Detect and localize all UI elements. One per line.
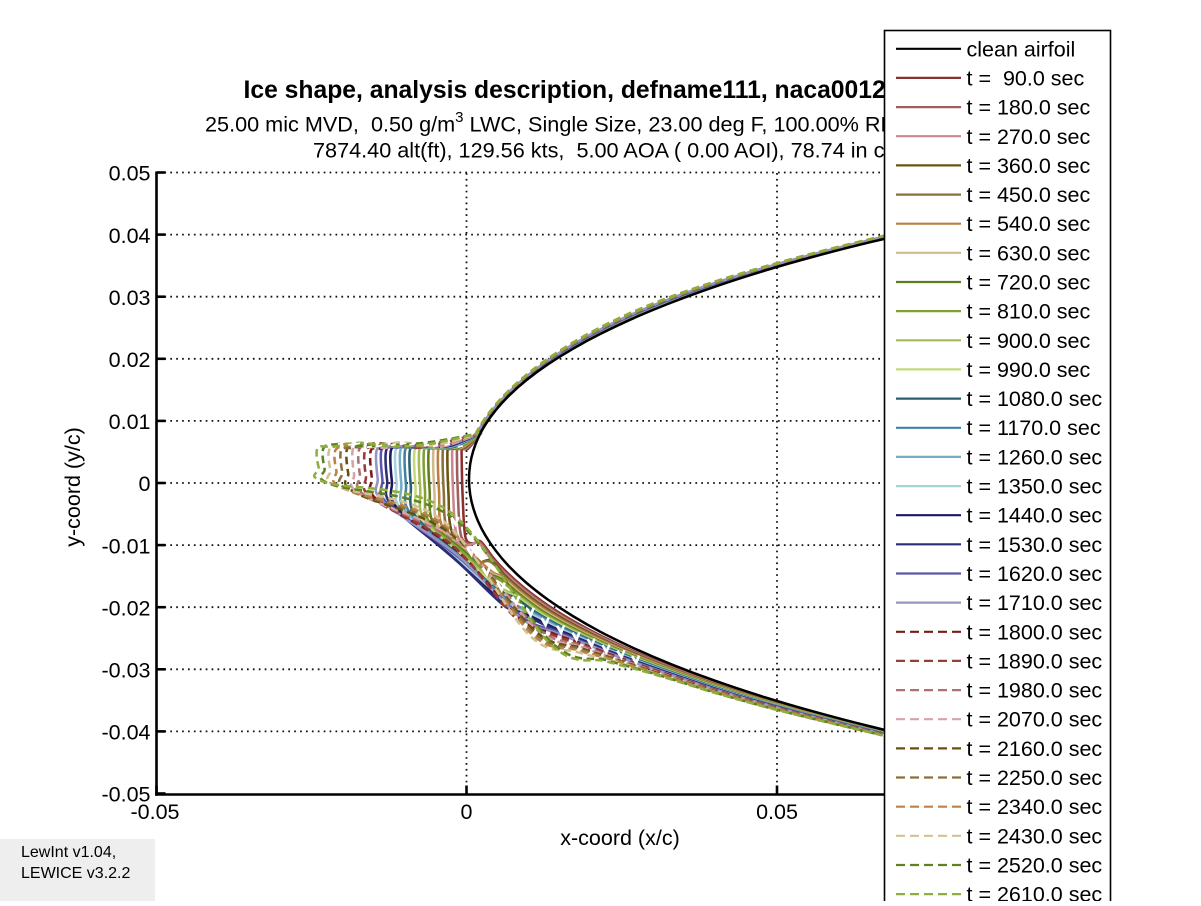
svg-text:0: 0	[139, 472, 151, 496]
svg-text:0.05: 0.05	[109, 162, 151, 186]
svg-text:0.01: 0.01	[109, 410, 151, 434]
svg-text:t = 1800.0 sec: t = 1800.0 sec	[967, 620, 1103, 644]
svg-text:t = 540.0 sec: t = 540.0 sec	[967, 212, 1091, 236]
svg-text:t = 630.0 sec: t = 630.0 sec	[967, 241, 1091, 265]
svg-text:t = 360.0 sec: t = 360.0 sec	[967, 154, 1091, 178]
svg-text:t = 900.0 sec: t = 900.0 sec	[967, 329, 1091, 353]
svg-text:t = 1170.0 sec: t = 1170.0 sec	[967, 416, 1101, 440]
svg-text:t = 810.0 sec: t = 810.0 sec	[967, 300, 1091, 324]
svg-text:t = 1440.0 sec: t = 1440.0 sec	[967, 504, 1103, 528]
svg-text:t = 1260.0 sec: t = 1260.0 sec	[967, 445, 1103, 469]
svg-text:0.03: 0.03	[109, 286, 151, 310]
svg-text:clean airfoil: clean airfoil	[967, 37, 1076, 61]
svg-text:LewInt v1.04,: LewInt v1.04,	[21, 844, 116, 861]
svg-text:t = 180.0 sec: t = 180.0 sec	[967, 96, 1091, 120]
svg-text:t = 2070.0 sec: t = 2070.0 sec	[967, 708, 1103, 732]
svg-text:t = 90.0 sec: t = 90.0 sec	[967, 66, 1085, 90]
svg-text:y-coord (y/c): y-coord (y/c)	[61, 427, 85, 546]
svg-text:t = 450.0 sec: t = 450.0 sec	[967, 183, 1091, 207]
svg-text:t = 1980.0 sec: t = 1980.0 sec	[967, 679, 1103, 703]
svg-text:-0.03: -0.03	[101, 659, 150, 683]
svg-text:t = 2250.0 sec: t = 2250.0 sec	[967, 766, 1103, 790]
svg-text:t = 1710.0 sec: t = 1710.0 sec	[967, 591, 1103, 615]
svg-text:Ice shape, analysis descriptio: Ice shape, analysis description, defname…	[244, 77, 960, 104]
svg-text:t = 2160.0 sec: t = 2160.0 sec	[967, 737, 1103, 761]
svg-text:-0.01: -0.01	[101, 534, 150, 558]
svg-text:t = 720.0 sec: t = 720.0 sec	[967, 271, 1091, 295]
svg-text:-0.05: -0.05	[101, 783, 150, 807]
svg-text:t = 990.0 sec: t = 990.0 sec	[967, 358, 1091, 382]
svg-text:-0.05: -0.05	[130, 800, 179, 824]
svg-text:-0.02: -0.02	[101, 596, 150, 620]
svg-text:x-coord (x/c): x-coord (x/c)	[560, 826, 679, 850]
svg-text:7874.40 alt(ft), 129.56 kts,: 7874.40 alt(ft), 129.56 kts, 5.00 AOA ( …	[313, 137, 928, 162]
svg-text:25.00 mic MVD, 0.50 g/m3 LWC,: 25.00 mic MVD, 0.50 g/m3 LWC, Single Siz…	[205, 109, 953, 137]
svg-text:t = 2430.0 sec: t = 2430.0 sec	[967, 824, 1103, 848]
svg-text:-0.04: -0.04	[101, 721, 150, 745]
svg-text:0.05: 0.05	[756, 800, 798, 824]
svg-text:0.02: 0.02	[109, 348, 151, 372]
svg-text:t = 1620.0 sec: t = 1620.0 sec	[967, 562, 1103, 586]
svg-text:t = 2520.0 sec: t = 2520.0 sec	[967, 854, 1103, 878]
svg-text:0.04: 0.04	[109, 224, 151, 248]
svg-text:0: 0	[461, 800, 473, 824]
svg-text:t = 1530.0 sec: t = 1530.0 sec	[967, 533, 1103, 557]
svg-text:t = 1890.0 sec: t = 1890.0 sec	[967, 649, 1103, 673]
svg-text:t = 270.0 sec: t = 270.0 sec	[967, 125, 1091, 149]
svg-text:LEWICE v3.2.2: LEWICE v3.2.2	[21, 865, 130, 882]
svg-text:t = 1080.0 sec: t = 1080.0 sec	[967, 387, 1103, 411]
svg-text:t = 2610.0 sec: t = 2610.0 sec	[967, 883, 1103, 901]
svg-text:t = 1350.0 sec: t = 1350.0 sec	[967, 475, 1103, 499]
svg-text:t = 2340.0 sec: t = 2340.0 sec	[967, 795, 1103, 819]
